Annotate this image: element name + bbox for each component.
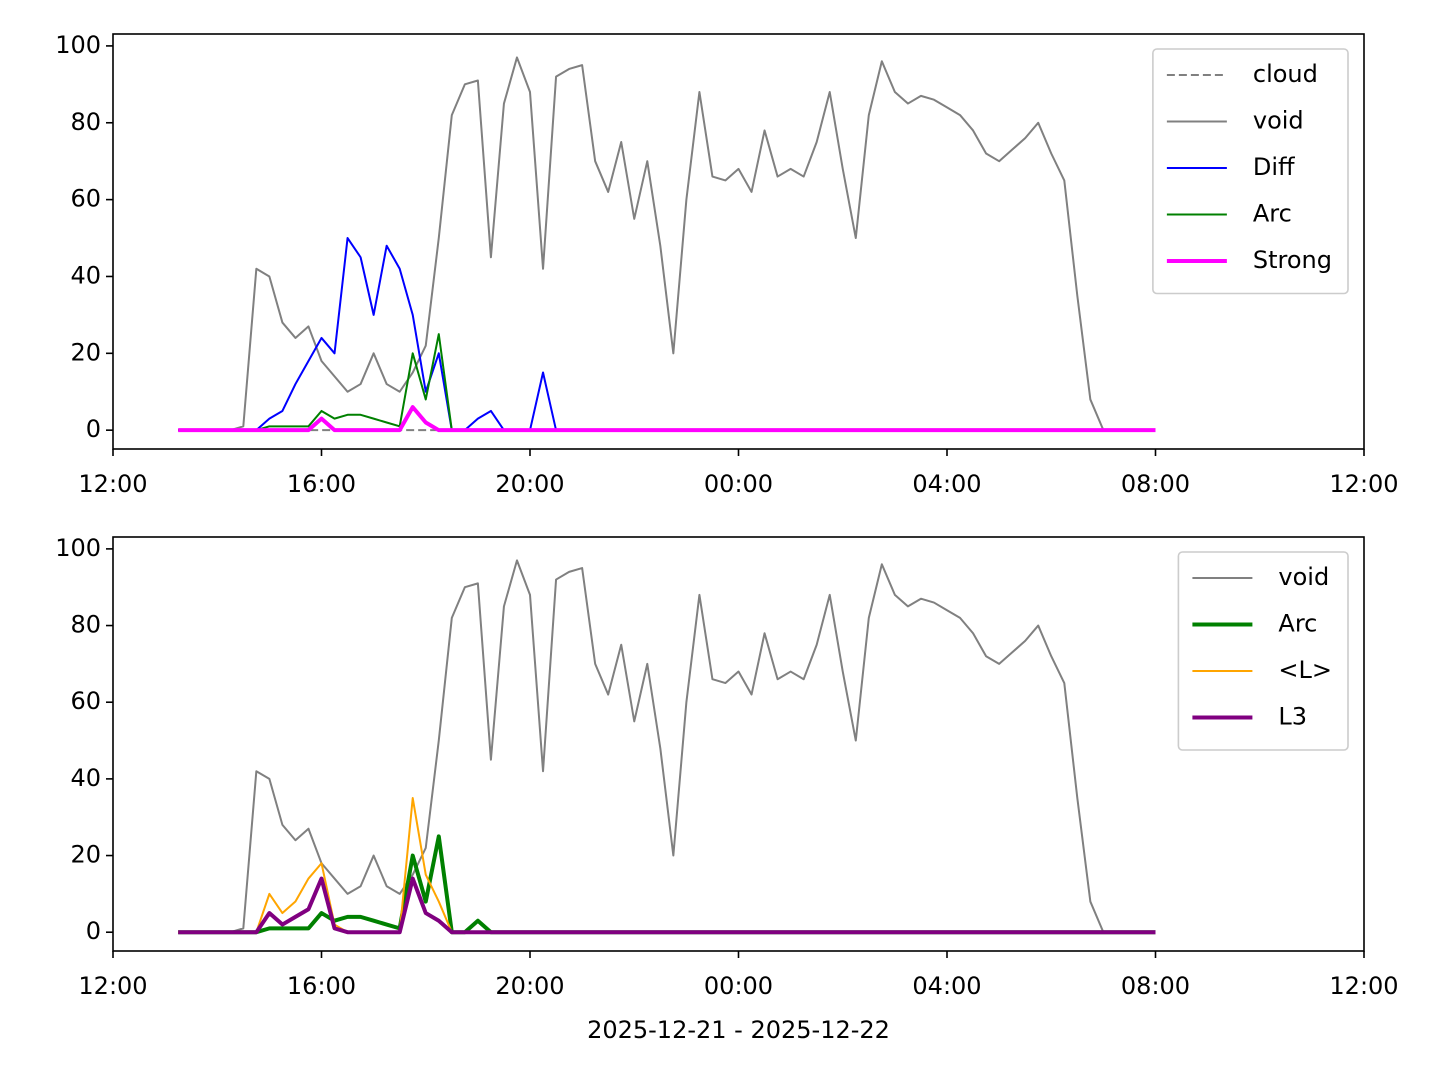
plot-area xyxy=(178,559,1156,935)
x-tick-label: 20:00 xyxy=(495,470,564,498)
y-tick-label: 100 xyxy=(55,31,101,59)
x-tick-label: 08:00 xyxy=(1121,470,1190,498)
legend: cloud void Diff Arc Strong xyxy=(1152,48,1349,295)
y-tick-label: 20 xyxy=(70,338,101,366)
series-line xyxy=(178,56,1156,432)
legend-label: cloud xyxy=(1253,60,1318,88)
legend-box xyxy=(1152,48,1349,295)
x-tick-label: 12:00 xyxy=(1329,972,1398,1000)
series-line xyxy=(178,405,1156,433)
y-tick-label: 40 xyxy=(70,764,101,792)
series-line xyxy=(178,876,1156,935)
y-tick-label: 40 xyxy=(70,261,101,289)
legend-label: Strong xyxy=(1253,246,1332,274)
y-tick-label: 80 xyxy=(70,108,101,136)
legend-box xyxy=(1177,551,1349,751)
x-tick-label: 00:00 xyxy=(704,972,773,1000)
legend-label: <L> xyxy=(1278,656,1332,684)
axes: 0 20 40 60 80 100 12:00 16:00 20:00 00:00 04:00 08:… xyxy=(55,534,1398,1044)
series-line xyxy=(178,237,1156,432)
legend-label: void xyxy=(1278,563,1329,591)
axes-frame xyxy=(112,536,1365,952)
legend-label: Arc xyxy=(1278,610,1317,638)
x-axis-label: 2025-12-21 - 2025-12-22 xyxy=(587,1016,890,1044)
x-tick-label: 20:00 xyxy=(495,972,564,1000)
legend: void Arc <L> L3 xyxy=(1177,551,1349,751)
y-tick-label: 60 xyxy=(70,185,101,213)
x-tick-label: 12:00 xyxy=(1329,470,1398,498)
y-tick-label: 100 xyxy=(55,534,101,562)
y-tick-label: 80 xyxy=(70,611,101,639)
x-tick-label: 16:00 xyxy=(287,972,356,1000)
legend-label: void xyxy=(1253,107,1304,135)
series-line xyxy=(178,333,1156,432)
x-tick-label: 16:00 xyxy=(287,470,356,498)
legend-label: L3 xyxy=(1278,703,1307,731)
x-tick-label: 12:00 xyxy=(78,470,147,498)
x-tick-label: 12:00 xyxy=(78,972,147,1000)
plot-area xyxy=(178,56,1156,433)
x-tick-label: 04:00 xyxy=(912,972,981,1000)
y-tick-label: 0 xyxy=(86,415,101,443)
y-tick-label: 60 xyxy=(70,687,101,715)
series-line xyxy=(178,559,1156,934)
x-tick-label: 08:00 xyxy=(1121,972,1190,1000)
series-line xyxy=(178,797,1156,934)
axes-frame xyxy=(112,33,1365,450)
y-tick-label: 0 xyxy=(86,917,101,945)
legend-label: Diff xyxy=(1253,153,1295,181)
x-tick-label: 00:00 xyxy=(704,470,773,498)
x-tick-label: 04:00 xyxy=(912,470,981,498)
axes: 0 20 40 60 80 100 12:00 16:00 20:00 00:00 04:00 08:… xyxy=(55,31,1398,498)
legend-label: Arc xyxy=(1253,200,1292,228)
y-tick-label: 20 xyxy=(70,841,101,869)
